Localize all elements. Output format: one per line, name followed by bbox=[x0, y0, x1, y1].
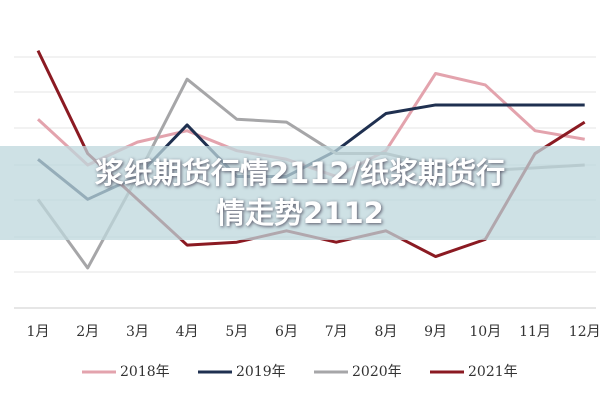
x-tick-label: 7月 bbox=[325, 324, 348, 340]
legend-label: 2019年 bbox=[236, 364, 286, 380]
legend-label: 2021年 bbox=[468, 364, 518, 380]
x-tick-label: 3月 bbox=[126, 324, 149, 340]
legend-label: 2020年 bbox=[352, 364, 402, 380]
banner: 浆纸期货行情2112/纸浆期货行情走势2112 bbox=[0, 146, 600, 240]
chart-title: 浆纸期货行情2112/纸浆期货行情走势2112 bbox=[94, 156, 506, 230]
legend-label: 2018年 bbox=[120, 364, 170, 380]
x-tick-label: 10月 bbox=[469, 324, 501, 340]
x-tick-label: 9月 bbox=[424, 324, 447, 340]
x-tick-label: 4月 bbox=[176, 324, 199, 340]
x-tick-label: 12月 bbox=[569, 324, 600, 340]
x-tick-label: 8月 bbox=[374, 324, 397, 340]
x-tick-label: 1月 bbox=[27, 324, 50, 340]
x-tick-label: 11月 bbox=[519, 324, 551, 340]
x-tick-label: 2月 bbox=[76, 324, 99, 340]
x-tick-label: 6月 bbox=[275, 324, 298, 340]
x-tick-label: 5月 bbox=[225, 324, 248, 340]
